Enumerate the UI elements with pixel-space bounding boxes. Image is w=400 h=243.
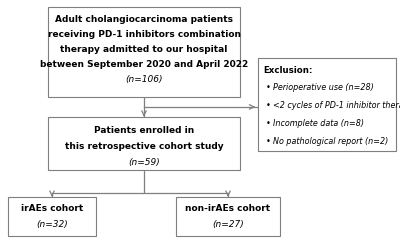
Text: (n=27): (n=27) — [212, 220, 244, 229]
Text: (n=59): (n=59) — [128, 158, 160, 167]
Text: between September 2020 and April 2022: between September 2020 and April 2022 — [40, 60, 248, 69]
Text: Patients enrolled in: Patients enrolled in — [94, 126, 194, 135]
Text: Incomplete data (n=8): Incomplete data (n=8) — [273, 119, 364, 128]
FancyBboxPatch shape — [258, 58, 396, 151]
Text: (n=106): (n=106) — [125, 75, 163, 84]
Text: (n=32): (n=32) — [36, 220, 68, 229]
FancyBboxPatch shape — [48, 117, 240, 170]
Text: receiving PD-1 inhibitors combination: receiving PD-1 inhibitors combination — [48, 30, 240, 39]
Text: Perioperative use (n=28): Perioperative use (n=28) — [273, 83, 374, 92]
Text: non-irAEs cohort: non-irAEs cohort — [186, 204, 270, 213]
FancyBboxPatch shape — [48, 7, 240, 97]
Text: Adult cholangiocarcinoma patients: Adult cholangiocarcinoma patients — [55, 15, 233, 24]
Text: Exclusion:: Exclusion: — [263, 66, 312, 75]
Text: this retrospective cohort study: this retrospective cohort study — [65, 142, 223, 151]
Text: irAEs cohort: irAEs cohort — [21, 204, 83, 213]
Text: •: • — [266, 119, 271, 128]
Text: •: • — [266, 101, 271, 110]
Text: •: • — [266, 137, 271, 146]
Text: therapy admitted to our hospital: therapy admitted to our hospital — [60, 45, 228, 54]
Text: <2 cycles of PD-1 inhibitor therapy (n=9): <2 cycles of PD-1 inhibitor therapy (n=9… — [273, 101, 400, 110]
Text: No pathological report (n=2): No pathological report (n=2) — [273, 137, 388, 146]
Text: •: • — [266, 83, 271, 92]
FancyBboxPatch shape — [8, 197, 96, 236]
FancyBboxPatch shape — [176, 197, 280, 236]
